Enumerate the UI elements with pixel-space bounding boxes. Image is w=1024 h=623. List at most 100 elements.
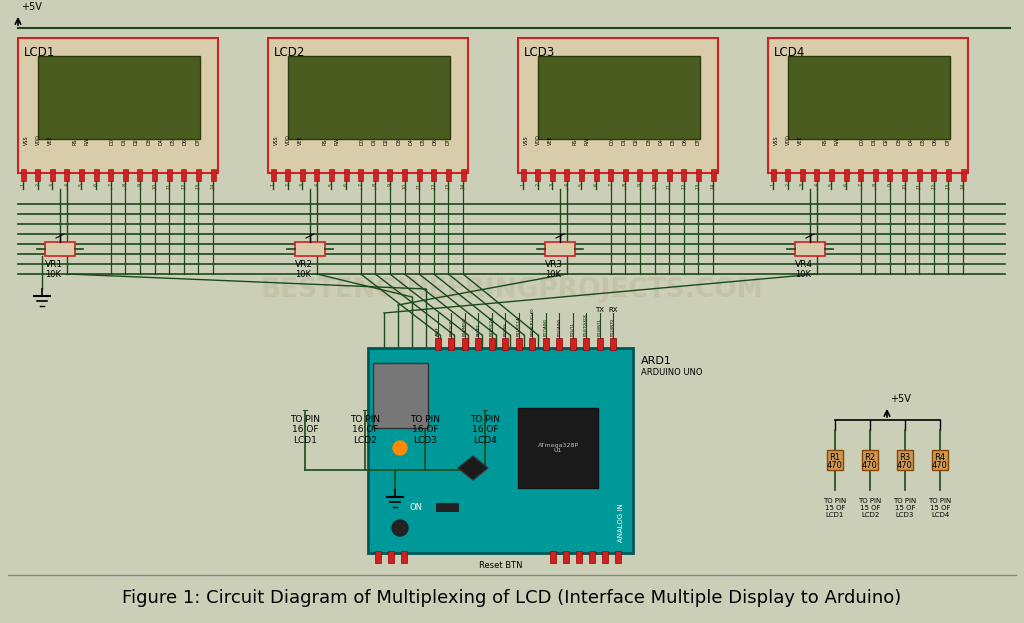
Text: D5: D5 <box>921 138 926 145</box>
Text: 2: 2 <box>35 183 40 186</box>
Text: PB2/SS: PB2/SS <box>504 322 507 336</box>
Bar <box>109 169 114 181</box>
Bar <box>858 169 863 181</box>
Text: D0: D0 <box>609 138 614 145</box>
Text: D5: D5 <box>171 138 176 145</box>
Text: 9: 9 <box>137 183 142 186</box>
Text: 13: 13 <box>445 183 451 189</box>
Text: 4: 4 <box>65 183 70 186</box>
Bar <box>20 169 26 181</box>
Text: D5: D5 <box>421 138 426 145</box>
Bar <box>65 169 70 181</box>
Text: 4: 4 <box>814 183 819 186</box>
Bar <box>888 169 893 181</box>
Text: D2: D2 <box>384 138 389 145</box>
Text: LCD3: LCD3 <box>524 46 555 59</box>
Bar <box>579 169 584 181</box>
Text: RW: RW <box>85 137 90 145</box>
Bar <box>181 169 186 181</box>
Text: R1: R1 <box>829 454 841 462</box>
Bar <box>196 169 201 181</box>
Text: 10K: 10K <box>45 270 61 279</box>
Bar <box>45 242 75 256</box>
Text: 10: 10 <box>152 183 157 189</box>
Text: 10K: 10K <box>295 270 311 279</box>
Text: 1: 1 <box>20 183 26 186</box>
Bar <box>637 169 642 181</box>
Text: RW: RW <box>335 137 340 145</box>
Text: PB5/SCK: PB5/SCK <box>450 320 454 336</box>
Text: 6: 6 <box>344 183 348 186</box>
Bar <box>329 169 334 181</box>
Text: D6: D6 <box>933 138 938 145</box>
Text: RESET: RESET <box>476 323 480 336</box>
Bar <box>589 551 595 563</box>
Text: RS: RS <box>822 138 827 145</box>
Text: VR1: VR1 <box>45 260 63 269</box>
Bar <box>401 551 407 563</box>
Text: D7: D7 <box>695 138 700 145</box>
Polygon shape <box>458 456 488 480</box>
Text: 3: 3 <box>50 183 54 186</box>
Bar <box>462 338 468 350</box>
Text: VR2: VR2 <box>295 260 313 269</box>
Text: 12: 12 <box>931 183 936 189</box>
Bar <box>417 169 422 181</box>
Text: 470: 470 <box>827 462 843 470</box>
Bar <box>681 169 686 181</box>
Text: VDD: VDD <box>536 134 541 145</box>
Text: 10K: 10K <box>545 270 561 279</box>
Text: D4: D4 <box>908 138 913 145</box>
Text: 10: 10 <box>402 183 407 189</box>
Bar <box>285 169 290 181</box>
Text: PD2/INT0: PD2/INT0 <box>611 318 615 336</box>
Bar <box>931 169 936 181</box>
Bar <box>373 169 378 181</box>
Bar <box>711 169 716 181</box>
Bar <box>475 338 481 350</box>
Text: 14: 14 <box>961 183 966 189</box>
Text: D7: D7 <box>196 138 201 145</box>
Text: D3: D3 <box>146 138 152 145</box>
Bar <box>545 242 575 256</box>
Bar <box>387 169 392 181</box>
Text: LCD4: LCD4 <box>774 46 805 59</box>
Bar <box>375 551 381 563</box>
Bar <box>211 169 215 181</box>
Text: 10: 10 <box>652 183 657 189</box>
Bar <box>488 338 495 350</box>
Bar <box>696 169 700 181</box>
Text: PD3/INT1: PD3/INT1 <box>598 318 601 336</box>
Bar <box>795 242 825 256</box>
Text: 5: 5 <box>579 183 584 186</box>
Text: ARDUINO UNO: ARDUINO UNO <box>641 368 702 377</box>
Text: 10: 10 <box>902 183 907 189</box>
Text: D1: D1 <box>122 138 127 145</box>
Text: 5: 5 <box>79 183 84 186</box>
Text: 13: 13 <box>946 183 951 189</box>
Text: VDD: VDD <box>36 134 41 145</box>
Bar <box>167 169 172 181</box>
Bar <box>564 169 569 181</box>
Text: 2: 2 <box>285 183 290 186</box>
Text: 6: 6 <box>844 183 849 186</box>
Bar <box>538 56 700 139</box>
Text: VEE: VEE <box>298 135 303 145</box>
Bar <box>503 338 508 350</box>
Text: 2: 2 <box>785 183 791 186</box>
Bar <box>314 169 319 181</box>
Bar <box>814 169 819 181</box>
Text: 9: 9 <box>387 183 392 186</box>
Text: PB0/ICP1/CLK0: PB0/ICP1/CLK0 <box>530 307 535 336</box>
Bar <box>550 551 556 563</box>
Text: 2: 2 <box>536 183 540 186</box>
Text: 1: 1 <box>770 183 775 186</box>
Bar <box>862 450 878 470</box>
Text: 7: 7 <box>608 183 613 186</box>
Text: RW: RW <box>585 137 590 145</box>
Text: 6: 6 <box>93 183 98 186</box>
Text: 7: 7 <box>858 183 863 186</box>
Text: 5: 5 <box>329 183 334 186</box>
Bar <box>79 169 84 181</box>
Bar <box>597 338 602 350</box>
